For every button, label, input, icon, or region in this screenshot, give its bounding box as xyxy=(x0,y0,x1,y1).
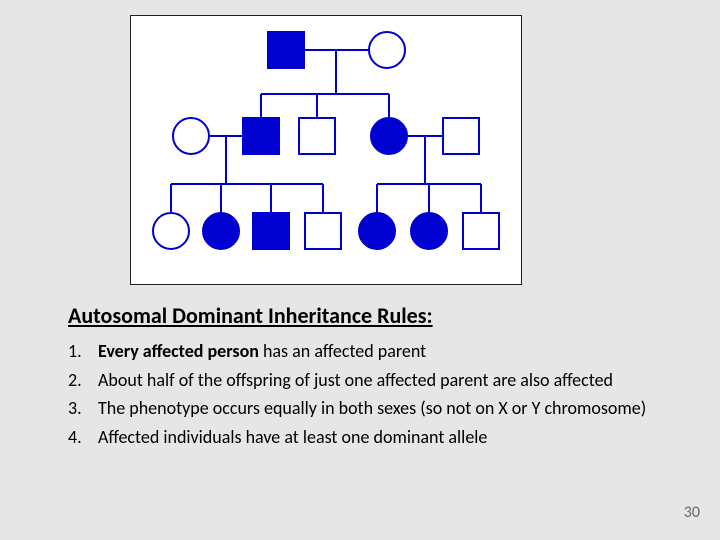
page-number: 30 xyxy=(684,503,700,522)
rule-text-segment: The phenotype occurs equally in both sex… xyxy=(98,397,646,419)
pedigree-node-g3f3 xyxy=(359,213,395,249)
rule-item: 1.Every affected person has an affected … xyxy=(68,340,658,363)
rule-text-segment: Affected individuals have at least one d… xyxy=(98,426,487,448)
rule-text: About half of the offspring of just one … xyxy=(98,369,658,392)
pedigree-node-g2f1 xyxy=(173,118,209,154)
section-heading: Autosomal Dominant Inheritance Rules: xyxy=(68,302,433,329)
pedigree-node-g3f1 xyxy=(153,213,189,249)
pedigree-panel xyxy=(130,15,522,285)
rule-text: Affected individuals have at least one d… xyxy=(98,426,658,449)
rule-number: 4. xyxy=(68,426,98,449)
rule-text-segment: has an affected parent xyxy=(259,340,426,362)
rule-text: The phenotype occurs equally in both sex… xyxy=(98,397,658,420)
pedigree-node-g1m xyxy=(268,32,304,68)
rule-text-segment: About half of the offspring of just one … xyxy=(98,369,613,391)
pedigree-node-g2m3 xyxy=(443,118,479,154)
pedigree-node-g3f4 xyxy=(411,213,447,249)
rule-item: 4.Affected individuals have at least one… xyxy=(68,426,658,449)
rule-text-bold: Every affected person xyxy=(98,340,259,362)
pedigree-node-g2f2 xyxy=(371,118,407,154)
pedigree-node-g2m1 xyxy=(243,118,279,154)
rule-text: Every affected person has an affected pa… xyxy=(98,340,658,363)
pedigree-node-g3m3 xyxy=(463,213,499,249)
pedigree-node-g3m1 xyxy=(253,213,289,249)
pedigree-chart xyxy=(131,16,523,286)
rule-item: 3.The phenotype occurs equally in both s… xyxy=(68,397,658,420)
pedigree-node-g1f xyxy=(369,32,405,68)
rule-number: 3. xyxy=(68,397,98,420)
pedigree-node-g2m2 xyxy=(299,118,335,154)
pedigree-node-g3m2 xyxy=(305,213,341,249)
rule-item: 2.About half of the offspring of just on… xyxy=(68,369,658,392)
rule-number: 2. xyxy=(68,369,98,392)
rule-number: 1. xyxy=(68,340,98,363)
pedigree-node-g3f2 xyxy=(203,213,239,249)
rules-list: 1.Every affected person has an affected … xyxy=(68,340,658,454)
